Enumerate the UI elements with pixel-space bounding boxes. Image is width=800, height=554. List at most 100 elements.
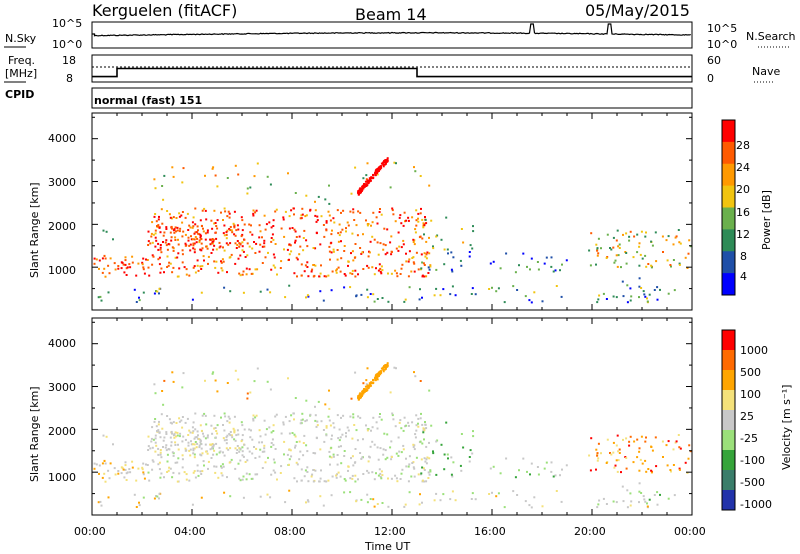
echo-cell: [340, 211, 342, 214]
echo-cell: [368, 251, 371, 254]
echo-cell: [376, 298, 379, 300]
echo-cell: [379, 242, 382, 245]
echo-cell: [214, 427, 217, 429]
echo-cell: [274, 471, 277, 474]
echo-cell: [178, 417, 181, 420]
echo-cell: [393, 161, 396, 164]
echo-cell: [200, 291, 203, 294]
echo-cell: [244, 461, 247, 463]
echo-cell: [378, 371, 381, 374]
echo-cell: [207, 262, 209, 265]
echo-cell: [263, 214, 266, 217]
echo-cell: [197, 434, 199, 437]
echo-cell: [196, 264, 199, 267]
echo-cell: [240, 216, 243, 219]
echo-cell: [359, 187, 362, 190]
echo-cell: [351, 269, 354, 272]
echo-cell: [274, 210, 277, 213]
echo-cell: [644, 254, 647, 257]
echo-cell: [636, 456, 639, 459]
echo-cell: [528, 504, 531, 507]
echo-cell: [367, 460, 370, 463]
echo-cell: [678, 467, 681, 470]
echo-cell: [420, 458, 423, 461]
echo-cell: [199, 248, 202, 251]
echo-cell: [677, 229, 680, 231]
echo-cell: [223, 454, 226, 457]
echo-cell: [391, 414, 394, 417]
echo-cell: [272, 469, 275, 472]
echo-cell: [407, 219, 410, 222]
echo-cell: [403, 300, 406, 303]
echo-cell: [179, 227, 182, 230]
echo-cell: [655, 465, 658, 468]
echo-cell: [351, 437, 354, 440]
echo-cell: [650, 445, 653, 448]
echo-cell: [108, 477, 111, 480]
echo-cell: [362, 438, 364, 441]
echo-cell: [369, 240, 372, 243]
echo-cell: [204, 379, 206, 382]
echo-cell: [327, 415, 330, 418]
power-ytick-4000: 4000: [48, 132, 76, 145]
echo-cell: [380, 477, 383, 480]
echo-cell: [357, 395, 360, 397]
echo-cell: [207, 460, 210, 463]
echo-cell: [349, 286, 352, 289]
echo-cell: [550, 461, 553, 464]
echo-cell: [314, 214, 317, 217]
echo-cell: [198, 438, 201, 441]
echo-cell: [157, 463, 160, 466]
echo-cell: [550, 256, 553, 259]
echo-cell: [492, 260, 495, 263]
echo-cell: [223, 286, 226, 289]
echo-cell: [395, 477, 398, 480]
echo-cell: [193, 447, 196, 450]
echo-cell: [417, 473, 420, 476]
echo-cell: [211, 443, 214, 445]
echo-cell: [366, 162, 369, 165]
echo-cell: [460, 228, 463, 230]
echo-cell: [174, 226, 177, 229]
echo-cell: [223, 439, 226, 442]
echo-cell: [233, 224, 236, 227]
echo-cell: [399, 419, 402, 422]
echo-cell: [654, 231, 657, 234]
echo-cell: [176, 275, 179, 278]
echo-cell: [595, 263, 597, 266]
echo-cell: [472, 435, 475, 438]
echo-cell: [166, 415, 169, 417]
echo-cell: [398, 450, 401, 453]
echo-cell: [612, 451, 615, 454]
echo-cell: [216, 185, 219, 188]
echo-cell: [362, 392, 365, 395]
echo-cell: [653, 289, 656, 291]
echo-cell: [254, 416, 257, 419]
vel-ytick-1000: 1000: [48, 471, 76, 484]
echo-cell: [411, 462, 414, 464]
echo-cell: [294, 230, 297, 233]
echo-cell: [191, 431, 194, 434]
echo-cell: [104, 275, 107, 278]
echo-cell: [150, 232, 153, 235]
echo-cell: [299, 422, 302, 425]
echo-cell: [382, 161, 385, 163]
echo-cell: [190, 440, 192, 443]
echo-cell: [237, 257, 240, 260]
echo-cell: [407, 216, 410, 219]
echo-cell: [678, 241, 681, 244]
echo-cell: [541, 505, 544, 508]
echo-cell: [363, 388, 366, 391]
echo-cell: [422, 226, 425, 229]
echo-cell: [309, 208, 312, 211]
echo-cell: [376, 374, 379, 377]
echo-cell: [543, 467, 546, 470]
echo-cell: [307, 295, 310, 298]
echo-cell: [364, 180, 367, 183]
echo-cell: [225, 233, 228, 236]
echo-cell: [250, 477, 253, 480]
echo-cell: [337, 240, 340, 243]
echo-cell: [305, 501, 307, 504]
echo-cell: [233, 415, 236, 418]
echo-cell: [292, 207, 295, 210]
